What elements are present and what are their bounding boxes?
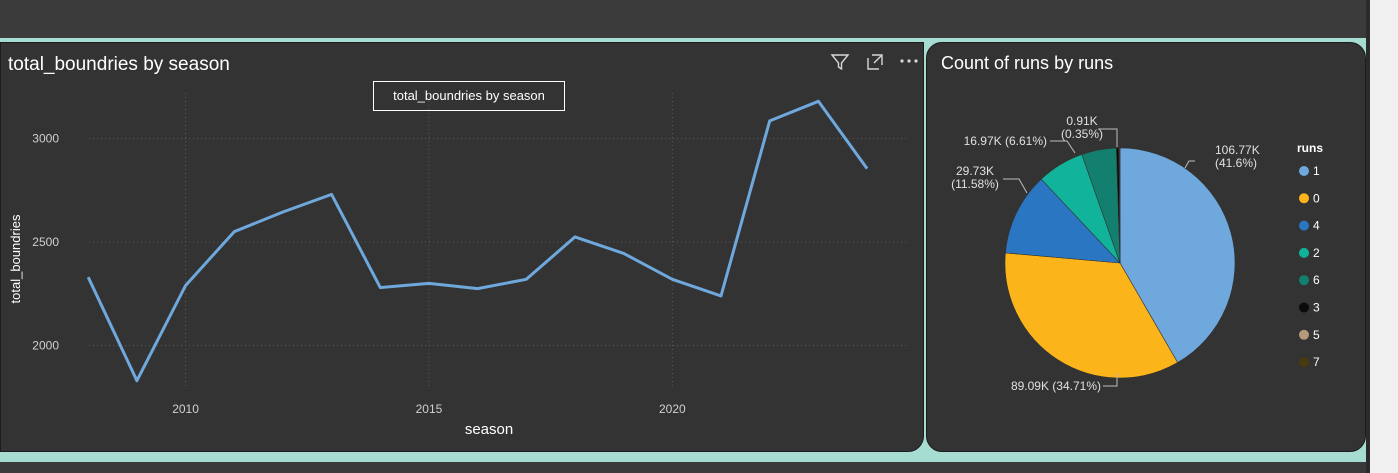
- legend-marker: [1299, 247, 1309, 258]
- y-tick-labels: 2000 2500 3000: [32, 132, 59, 353]
- y-tick-label: 2000: [32, 339, 59, 353]
- pie-chart-visual[interactable]: Count of runs by runs 106.77K (41.6%) 89.0…: [926, 42, 1366, 452]
- legend-label: 7: [1313, 355, 1320, 369]
- filter-icon[interactable]: [830, 52, 850, 72]
- legend-marker: [1299, 220, 1309, 231]
- legend-marker: [1299, 302, 1309, 313]
- y-axis-label: total_boundries: [8, 214, 23, 303]
- legend-title: runs: [1297, 141, 1323, 155]
- legend-label: 4: [1313, 219, 1320, 233]
- data-label-3-pct: (0.35%): [1061, 127, 1103, 141]
- legend-marker: [1299, 357, 1309, 368]
- pie-slice-0[interactable]: [1004, 252, 1179, 379]
- leader-line: [1003, 178, 1028, 194]
- x-axis-label: season: [465, 421, 513, 438]
- legend-item-3[interactable]: 3: [1299, 301, 1320, 315]
- data-label-4: 29.73K: [956, 164, 994, 178]
- leader-line: [1050, 140, 1076, 154]
- legend-item-0[interactable]: 0: [1299, 191, 1320, 205]
- pie-slices: [1004, 147, 1236, 379]
- data-label-3: 0.91K: [1066, 114, 1097, 128]
- y-tick-label: 2500: [32, 235, 59, 249]
- x-tick-label: 2010: [172, 402, 199, 416]
- pie-data-labels: 106.77K(41.6%) 89.09K (34.71%) 29.73K(11.5…: [951, 114, 1260, 393]
- legend-item-4[interactable]: 4: [1299, 219, 1320, 233]
- grid-lines: [89, 93, 906, 389]
- legend-marker: [1299, 275, 1309, 286]
- legend-marker: [1299, 193, 1309, 204]
- legend-item-7[interactable]: 7: [1299, 355, 1320, 369]
- pie-slice-1[interactable]: [1119, 147, 1236, 363]
- x-tick-labels: 2010 2015 2020: [172, 402, 686, 416]
- data-label-2: 16.97K (6.61%): [964, 134, 1047, 148]
- x-tick-label: 2015: [416, 402, 443, 416]
- legend-marker: [1299, 166, 1309, 176]
- legend-label: 5: [1313, 328, 1320, 342]
- legend-label: 2: [1313, 246, 1320, 260]
- legend-item-6[interactable]: 6: [1299, 273, 1320, 287]
- legend-item-2[interactable]: 2: [1299, 246, 1320, 260]
- data-label-4-pct: (11.58%): [951, 177, 999, 191]
- legend-label: 0: [1313, 191, 1320, 205]
- pie-slice-4[interactable]: [1005, 178, 1121, 264]
- data-label-1-pct: (41.6%): [1215, 156, 1257, 170]
- legend-item-5[interactable]: 5: [1299, 328, 1320, 342]
- visual-tooltip: total_boundries by season: [373, 81, 565, 111]
- leader-line: [1184, 160, 1195, 169]
- legend-label: 3: [1313, 301, 1320, 315]
- legend: 1 0 4 2 6 3 5 7: [1299, 164, 1320, 369]
- focus-mode-icon[interactable]: [865, 52, 885, 72]
- legend-marker: [1299, 329, 1309, 340]
- right-scroll-strip: [1366, 0, 1398, 473]
- y-tick-label: 3000: [32, 132, 59, 146]
- line-series: [86, 99, 869, 383]
- line-chart-plot: 2000 2500 3000 2010 2015 2020 season total_b…: [8, 93, 906, 438]
- x-tick-label: 2020: [659, 402, 686, 416]
- line-chart-title: total_boundries by season: [8, 54, 230, 75]
- pie-chart-title: Count of runs by runs: [941, 53, 1114, 73]
- pie-chart-plot: 106.77K(41.6%) 89.09K (34.71%) 29.73K(11.5…: [951, 114, 1323, 393]
- legend-item-1[interactable]: 1: [1299, 164, 1320, 178]
- leader-line: [1103, 373, 1118, 387]
- data-label-1: 106.77K: [1215, 143, 1260, 157]
- legend-label: 6: [1313, 273, 1320, 287]
- scrollbar[interactable]: [1366, 0, 1370, 473]
- more-options-icon[interactable]: [898, 52, 920, 72]
- top-bar: [0, 0, 1366, 38]
- bottom-bar: [0, 462, 1366, 473]
- series-line[interactable]: [86, 99, 869, 383]
- legend-label: 1: [1313, 164, 1320, 178]
- line-chart-visual[interactable]: total_boundries by season total_boundrie…: [0, 42, 924, 452]
- data-label-0: 89.09K (34.71%): [1011, 379, 1101, 393]
- leader-line: [1098, 128, 1118, 147]
